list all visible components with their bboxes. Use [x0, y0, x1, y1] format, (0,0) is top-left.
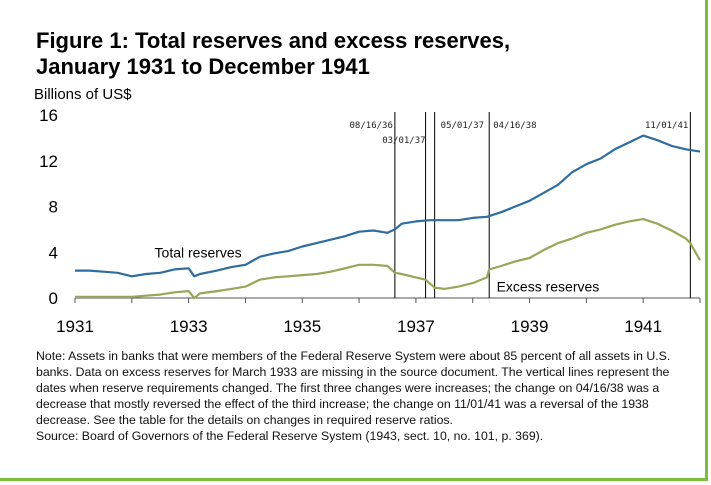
x-tick-label: 1935: [283, 317, 321, 336]
reserve-change-date-label: 11/01/41: [645, 121, 688, 131]
reserve-change-date-label: 05/01/37: [441, 121, 484, 131]
notes-block: Note: Assets in banks that were members …: [36, 348, 696, 444]
y-tick-label: 16: [39, 106, 58, 125]
x-tick-label: 1941: [624, 317, 662, 336]
reserve-change-date-label: 03/01/37: [382, 136, 425, 146]
excess-reserves-line: [75, 218, 701, 300]
source-text: Source: Board of Governors of the Federa…: [36, 429, 544, 443]
x-tick-label: 1933: [170, 317, 208, 336]
y-tick-label: 0: [49, 289, 58, 308]
reserve-change-date-label: 08/16/36: [350, 121, 393, 131]
y-axis-label: Billions of US$: [34, 86, 132, 103]
x-tick-label: 1937: [397, 317, 435, 336]
reserves-chart: Billions of US$ 0 4 8 12 16 1931 1933 1935 1937 19…: [34, 86, 701, 336]
total-reserves-annotation: Total reserves: [155, 244, 242, 260]
excess-reserves-annotation: Excess reserves: [497, 279, 600, 295]
y-tick-label: 8: [49, 198, 58, 217]
figure-title: Figure 1: Total reserves and excess rese…: [36, 28, 676, 80]
note-text: Note: Assets in banks that were members …: [36, 349, 671, 427]
title-line-2: January 1931 to December 1941: [36, 54, 370, 79]
reserve-change-date-label: 04/16/38: [493, 121, 536, 131]
y-tick-label: 12: [39, 152, 58, 171]
x-tick-label: 1931: [56, 317, 94, 336]
title-line-1: Figure 1: Total reserves and excess rese…: [36, 28, 511, 53]
x-tick-label: 1939: [511, 317, 549, 336]
total-reserves-line: [75, 134, 701, 278]
y-tick-label: 4: [49, 243, 58, 262]
